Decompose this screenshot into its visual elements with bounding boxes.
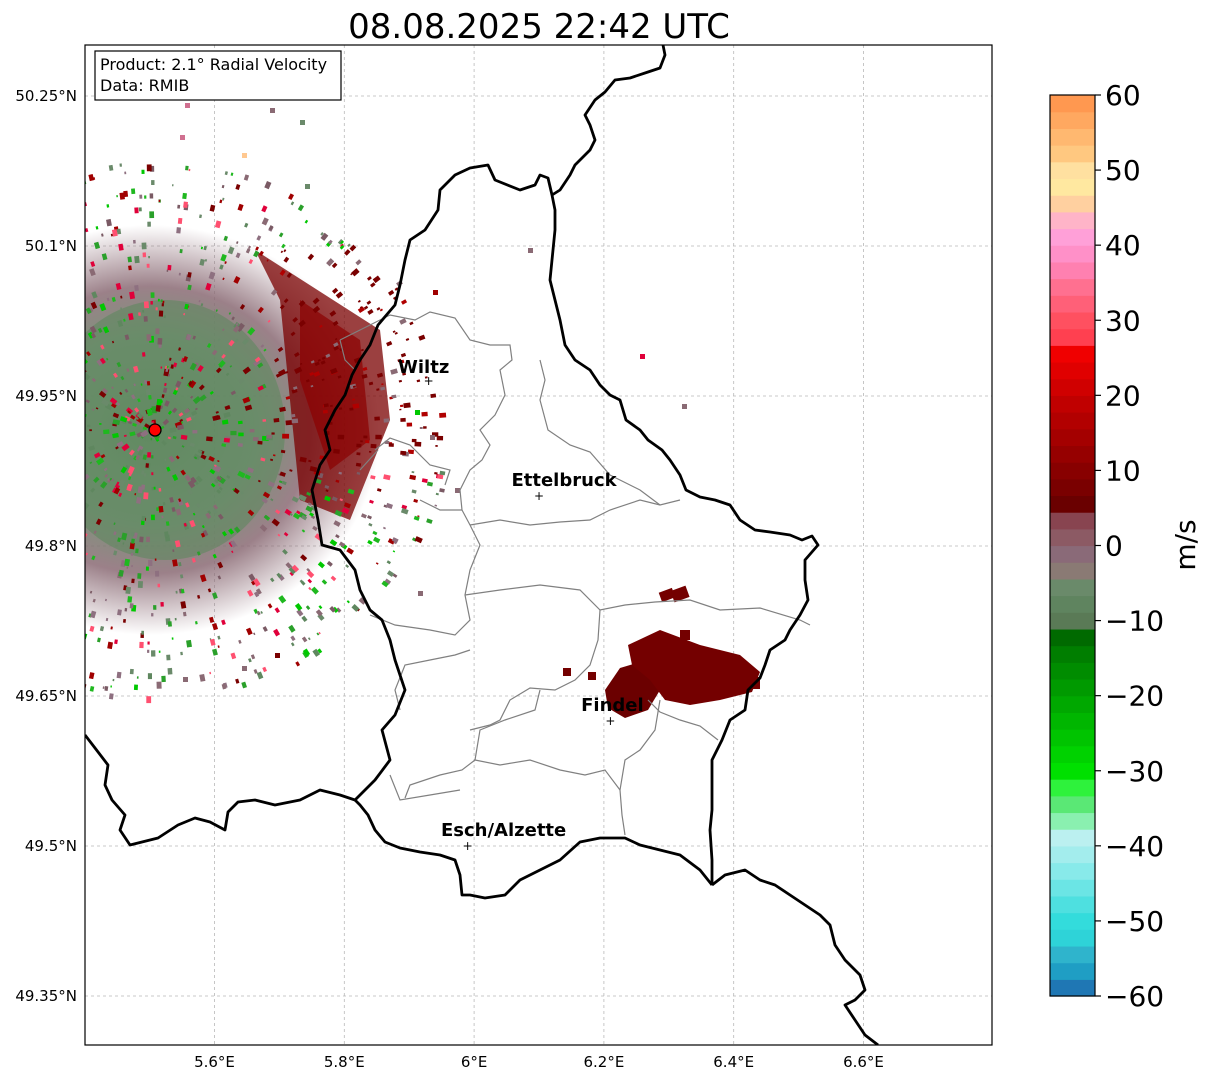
lat-tick-label: 50.1°N bbox=[25, 237, 77, 255]
info-product: Product: 2.1° Radial Velocity bbox=[100, 55, 327, 74]
lon-tick-label: 6.2°E bbox=[583, 1053, 624, 1071]
colorbar-tick-label: 30 bbox=[1105, 304, 1141, 337]
colorbar-tick-label: −40 bbox=[1105, 830, 1164, 863]
city-label: Findel bbox=[581, 695, 644, 716]
colorbar-tick-label: −20 bbox=[1105, 680, 1164, 713]
colorbar-tick-label: 50 bbox=[1105, 154, 1141, 187]
latitude-labels: 50.25°N 50.1°N 49.95°N 49.8°N 49.65°N 49.5°N 4… bbox=[15, 87, 77, 1005]
colorbar-tick-label: 10 bbox=[1105, 454, 1141, 487]
lat-tick-label: 49.5°N bbox=[25, 837, 77, 855]
city-marker: + bbox=[534, 489, 544, 503]
city-label: Ettelbruck bbox=[511, 470, 617, 491]
lon-tick-label: 6°E bbox=[461, 1053, 488, 1071]
lat-tick-label: 49.95°N bbox=[15, 387, 77, 405]
map-frame bbox=[84, 44, 993, 1046]
colorbar-tick-label: −60 bbox=[1105, 980, 1164, 1013]
map-panel: +Wiltz+Ettelbruck+Findel+Esch/Alzette Pr… bbox=[84, 44, 993, 1046]
lat-tick-label: 49.8°N bbox=[25, 537, 77, 555]
colorbar: 60 50 40 30 20 10 0 −10 −20 −30 −40 −50 −60 m/s bbox=[1049, 79, 1202, 1013]
colorbar-tick-label: −30 bbox=[1105, 755, 1164, 788]
radar-speckles bbox=[85, 103, 687, 704]
lat-tick-label: 49.35°N bbox=[15, 987, 77, 1005]
lat-tick-label: 50.25°N bbox=[15, 87, 77, 105]
colorbar-ticks: 60 50 40 30 20 10 0 −10 −20 −30 −40 −50 −60 bbox=[1095, 79, 1164, 1013]
colorbar-tick-label: −50 bbox=[1105, 905, 1164, 938]
city-marker: + bbox=[605, 714, 615, 728]
canton-borders bbox=[339, 311, 811, 836]
lat-tick-label: 49.65°N bbox=[15, 687, 77, 705]
lon-tick-label: 5.6°E bbox=[194, 1053, 235, 1071]
info-box: Product: 2.1° Radial Velocity Data: RMIB bbox=[94, 50, 342, 101]
colorbar-label: m/s bbox=[1169, 519, 1202, 570]
colorbar-tick-label: 0 bbox=[1105, 530, 1123, 563]
lon-tick-label: 6.6°E bbox=[843, 1053, 884, 1071]
city-label: Esch/Alzette bbox=[441, 820, 566, 841]
longitude-labels: 5.6°E 5.8°E 6°E 6.2°E 6.4°E 6.6°E bbox=[194, 1053, 884, 1071]
figure-title: 08.08.2025 22:42 UTC bbox=[348, 7, 730, 47]
lon-tick-label: 6.4°E bbox=[713, 1053, 754, 1071]
city-marker: + bbox=[424, 374, 434, 388]
city-marker: + bbox=[463, 839, 473, 853]
colorbar-bands bbox=[1050, 95, 1095, 997]
storm-cell-echo bbox=[563, 585, 760, 718]
lon-tick-label: 5.8°E bbox=[324, 1053, 365, 1071]
info-data-source: Data: RMIB bbox=[100, 76, 189, 95]
colorbar-tick-label: −10 bbox=[1105, 605, 1164, 638]
city-label: Wiltz bbox=[398, 357, 449, 378]
colorbar-tick-label: 20 bbox=[1105, 379, 1141, 412]
city-layer: +Wiltz+Ettelbruck+Findel+Esch/Alzette bbox=[398, 357, 644, 853]
colorbar-tick-label: 40 bbox=[1105, 229, 1141, 262]
radar-site-marker bbox=[148, 423, 162, 437]
national-borders bbox=[85, 45, 879, 1045]
colorbar-tick-label: 60 bbox=[1105, 79, 1141, 112]
